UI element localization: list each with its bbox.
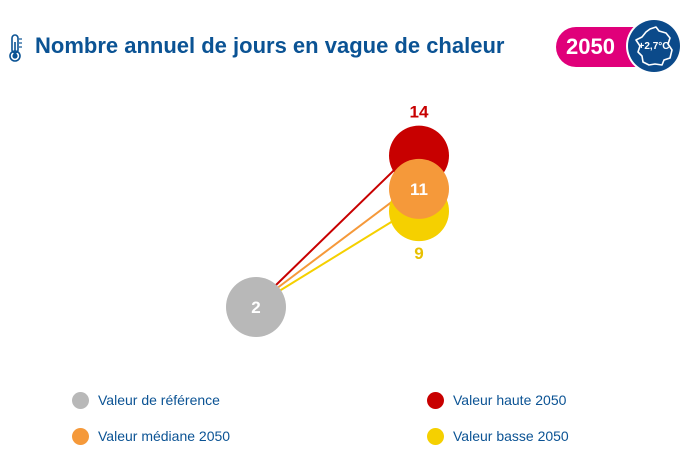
legend-item-median: Valeur médiane 2050	[72, 426, 230, 446]
header: Nombre annuel de jours en vague de chale…	[0, 0, 686, 90]
bubble-chart: 2 14 11 9	[226, 103, 449, 337]
bubble-label-low: 9	[414, 244, 423, 263]
bubble-reference	[226, 277, 286, 337]
legend-item-reference: Valeur de référence	[72, 390, 220, 410]
bubble-label-high: 14	[410, 103, 429, 122]
legend-item-low: Valeur basse 2050	[427, 426, 569, 446]
legend-item-high: Valeur haute 2050	[427, 390, 566, 410]
bubble-median	[389, 158, 449, 219]
france-map-icon	[635, 26, 673, 66]
year-label: 2050	[566, 34, 615, 59]
legend-dot-median	[72, 427, 89, 445]
legend-label-median: Valeur médiane 2050	[98, 428, 231, 444]
legend-dot-low	[427, 427, 444, 445]
warming-badge: +2,7°C	[628, 20, 680, 72]
legend-dot-high	[427, 391, 444, 409]
page-title: Nombre annuel de jours en vague de chale…	[35, 33, 505, 58]
thermometer-icon	[9, 34, 22, 62]
legend-label-high: Valeur haute 2050	[453, 392, 567, 408]
legend-label-reference: Valeur de référence	[98, 392, 220, 408]
line-median	[275, 188, 410, 290]
line-low	[275, 210, 410, 294]
line-high	[275, 154, 410, 286]
legend-dot-reference	[72, 391, 89, 409]
warming-label: +2,7°C	[638, 41, 670, 52]
legend-label-low: Valeur basse 2050	[453, 428, 569, 444]
legend: Valeur de référence Valeur haute 2050 Va…	[0, 380, 686, 455]
bubble-label-median: 11	[410, 180, 428, 199]
bubble-label-reference: 2	[251, 298, 260, 317]
